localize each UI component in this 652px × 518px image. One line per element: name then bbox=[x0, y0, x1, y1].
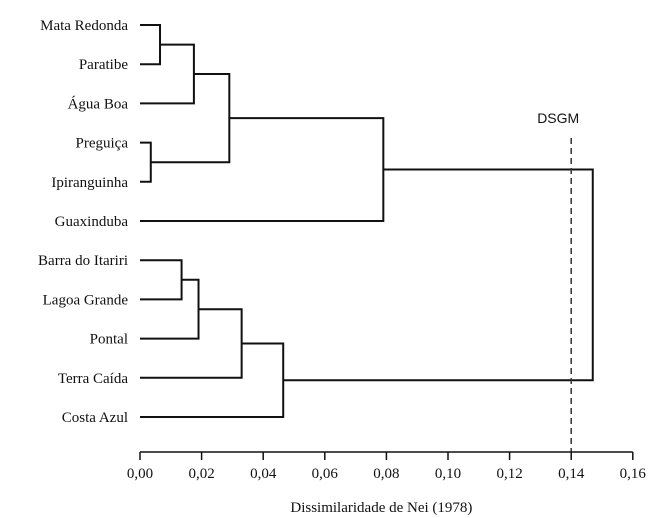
x-tick-label: 0,00 bbox=[127, 466, 153, 482]
x-tick-label: 0,14 bbox=[558, 466, 585, 482]
leaf-label: Lagoa Grande bbox=[43, 292, 129, 308]
dendrogram-link bbox=[140, 308, 243, 379]
x-tick-label: 0,04 bbox=[250, 466, 277, 482]
leaf-label: Guaxinduba bbox=[55, 214, 129, 230]
x-tick-label: 0,06 bbox=[312, 466, 339, 482]
leaf-label: Mata Redonda bbox=[40, 18, 128, 34]
x-tick-label: 0,02 bbox=[188, 466, 214, 482]
dendrogram-links bbox=[140, 24, 594, 418]
x-axis: 0,00 0,02 0,04 0,06 0,08 0,10 0,12 0,14 0,16 bbox=[127, 451, 647, 482]
dendrogram-link bbox=[140, 117, 385, 222]
dendrogram-link bbox=[150, 73, 231, 164]
x-axis-title: Dissimilaridade de Nei (1978) bbox=[290, 500, 472, 516]
dendrogram-link bbox=[140, 259, 183, 301]
x-tick-label: 0,16 bbox=[620, 466, 647, 482]
dendrogram-link bbox=[283, 168, 594, 382]
threshold-label: DSGM bbox=[537, 110, 579, 126]
dendrogram-link bbox=[140, 24, 162, 66]
leaf-label: Ipiranguinha bbox=[51, 175, 128, 191]
x-axis-ticks: 0,00 0,02 0,04 0,06 0,08 0,10 0,12 0,14 0,16 bbox=[127, 452, 647, 482]
x-tick-label: 0,12 bbox=[496, 466, 522, 482]
leaf-label: Terra Caída bbox=[58, 371, 129, 387]
leaf-label: Pontal bbox=[90, 332, 128, 348]
leaf-label: Costa Azul bbox=[62, 410, 128, 426]
leaf-label: Preguiça bbox=[76, 136, 129, 152]
leaf-label: Água Boa bbox=[68, 95, 129, 112]
leaf-label: Paratibe bbox=[79, 57, 128, 73]
leaf-labels: Mata Redonda Paratibe Água Boa Preguiça Ipir… bbox=[38, 18, 128, 426]
dendrogram-link bbox=[140, 278, 200, 340]
leaf-label: Barra do Itariri bbox=[38, 253, 128, 269]
threshold-group: DSGM bbox=[537, 110, 579, 452]
dendrogram-link bbox=[140, 43, 195, 105]
x-tick-label: 0,10 bbox=[435, 466, 461, 482]
dendrogram-link bbox=[140, 342, 285, 418]
dendrogram-link bbox=[140, 141, 152, 183]
x-tick-label: 0,08 bbox=[373, 466, 399, 482]
